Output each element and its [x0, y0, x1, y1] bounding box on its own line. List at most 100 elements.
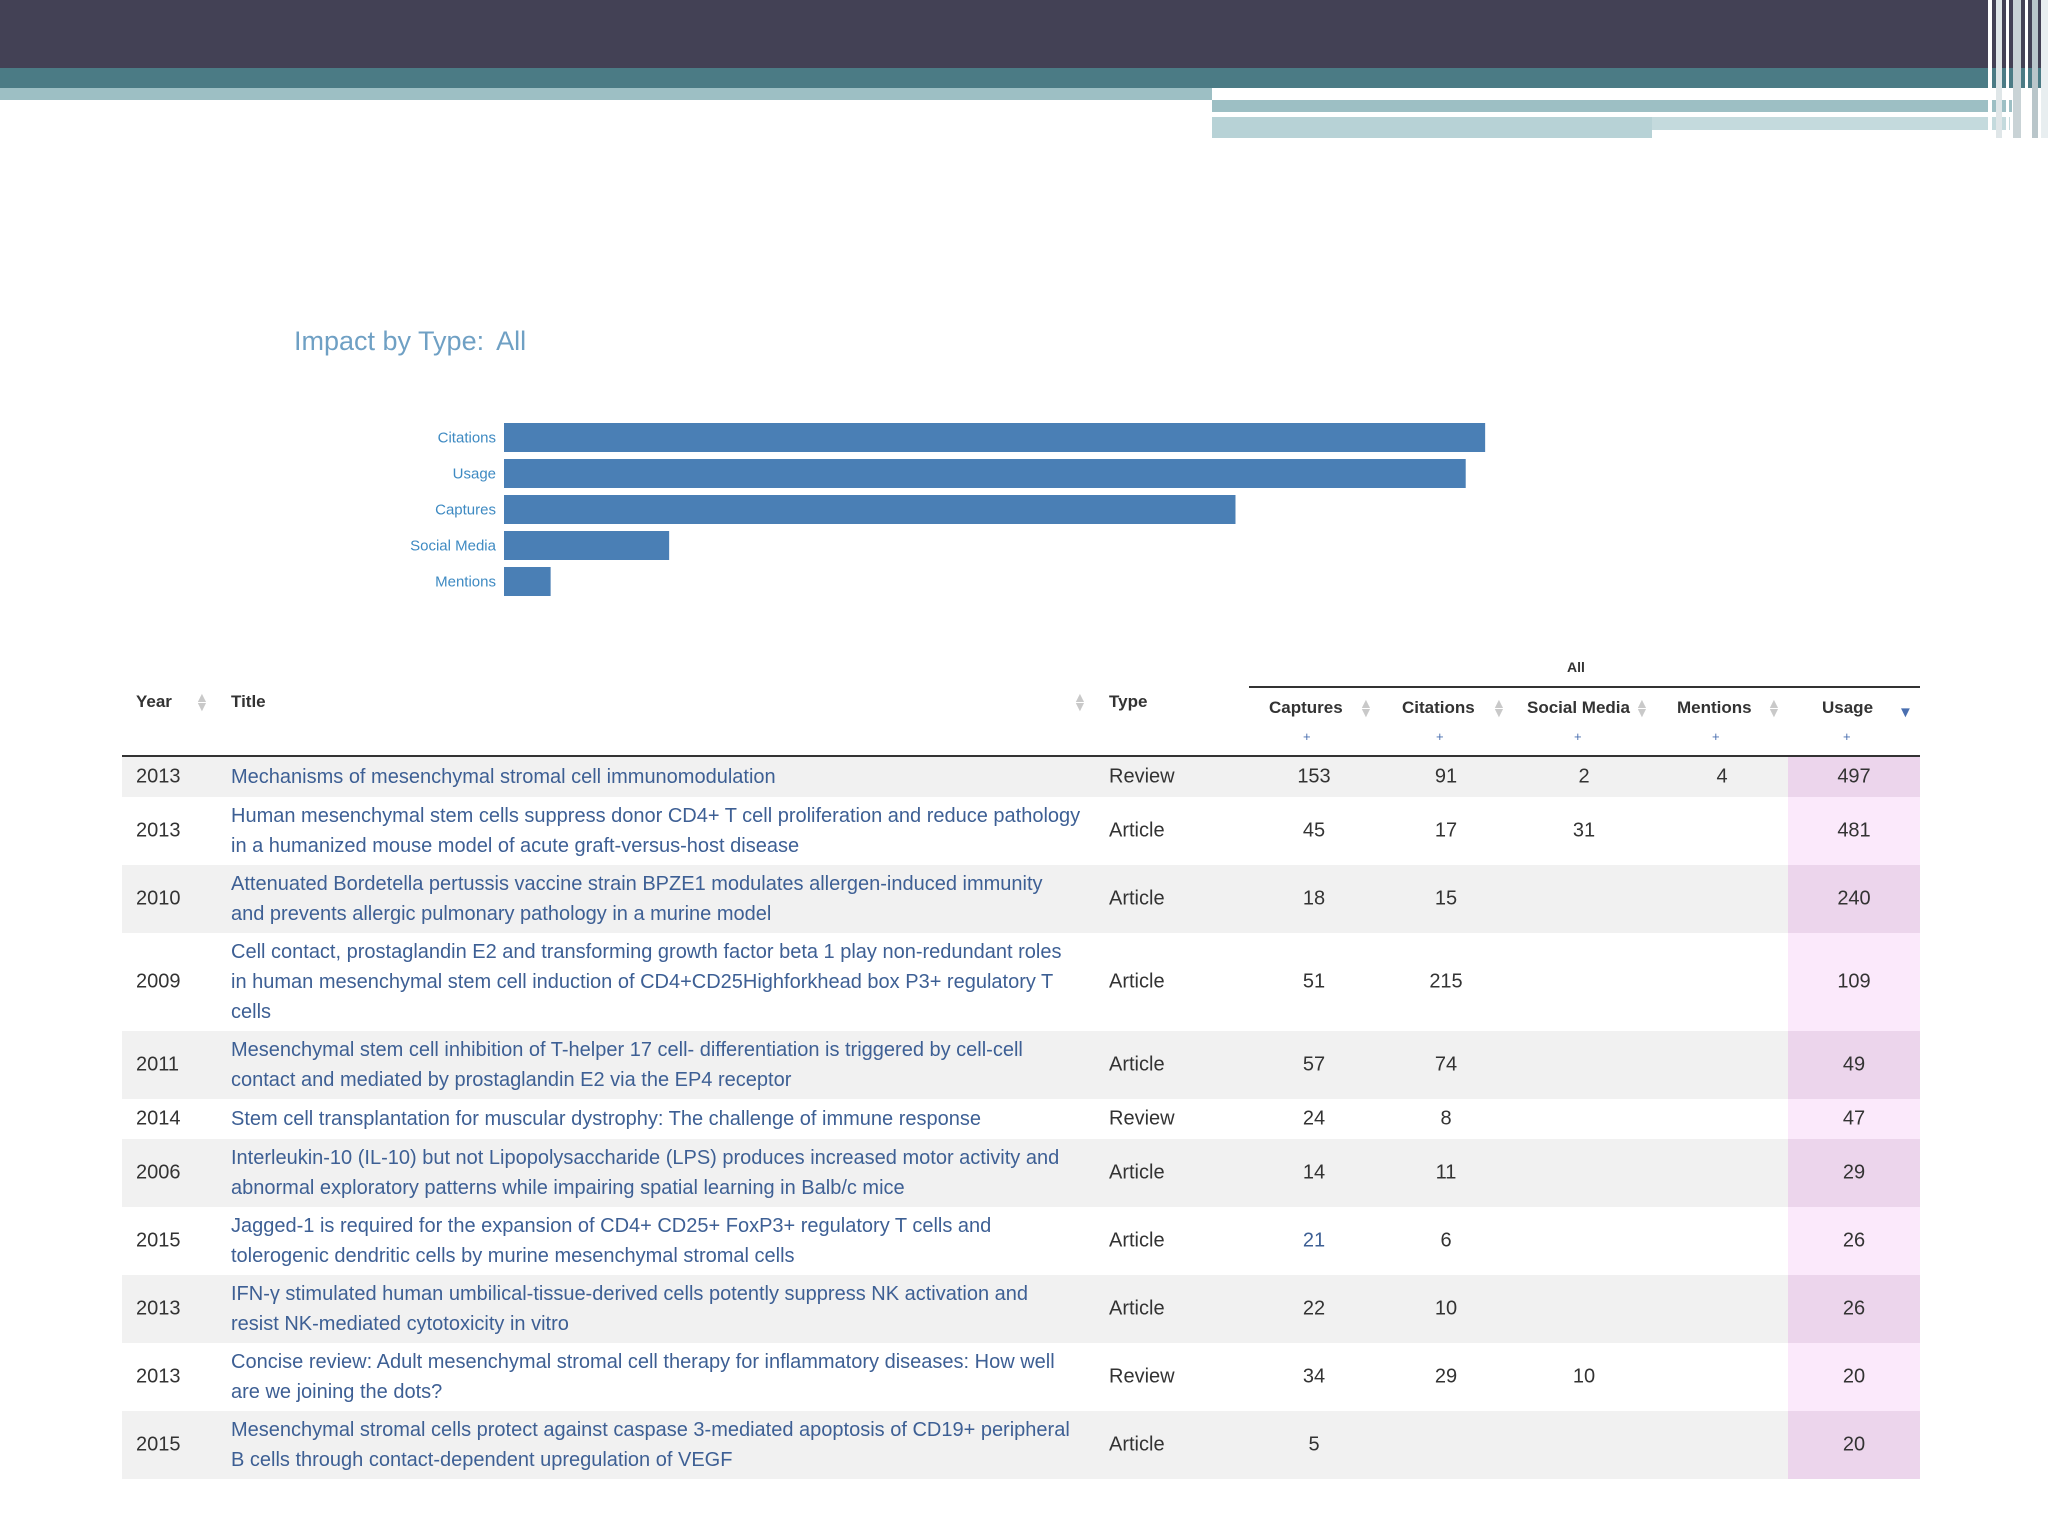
cell-citations: 74	[1434, 1053, 1458, 1076]
usage-highlight	[1788, 1343, 1920, 1411]
usage-highlight	[1788, 1411, 1920, 1479]
table-row: 2015 Jagged-1 is required for the expansi…	[122, 1207, 1920, 1275]
cell-title-link[interactable]: Concise review: Adult mesenchymal stroma…	[231, 1351, 1055, 1403]
cell-title-link[interactable]: Human mesenchymal stem cells suppress do…	[231, 805, 1081, 857]
expand-captures-icon[interactable]: +	[1303, 729, 1311, 744]
usage-highlight	[1788, 933, 1920, 1031]
impact-filter-all[interactable]: All	[496, 326, 527, 356]
header-stripe	[2013, 0, 2021, 138]
cell-title-link[interactable]: Mesenchymal stem cell inhibition of T-he…	[231, 1039, 1023, 1091]
column-header-citations[interactable]: Citations	[1402, 698, 1475, 717]
cell-title-link[interactable]: Jagged-1 is required for the expansion o…	[231, 1215, 992, 1267]
cell-year: 2013	[136, 819, 181, 842]
cell-title-link[interactable]: Cell contact, prostaglandin E2 and trans…	[231, 941, 1062, 1023]
bar-label-captures: Captures	[435, 502, 496, 519]
cell-citations: 10	[1434, 1297, 1458, 1320]
cell-captures: 153	[1297, 765, 1331, 788]
sort-captures-icon[interactable]: ▲ ▼	[1359, 696, 1373, 720]
sort-asc-icon: ▲	[1635, 695, 1649, 711]
cell-year: 2013	[136, 1297, 181, 1320]
usage-highlight	[1788, 1207, 1920, 1275]
cell-captures: 51	[1302, 970, 1326, 993]
bar-social-media[interactable]	[504, 531, 670, 560]
usage-highlight	[1788, 1139, 1920, 1207]
column-header-usage[interactable]: Usage	[1822, 698, 1874, 717]
column-header-captures[interactable]: Captures	[1269, 698, 1343, 717]
cell-type: Review	[1109, 1107, 1175, 1130]
cell-year: 2013	[136, 1365, 181, 1388]
cell-usage: 240	[1837, 887, 1871, 910]
expand-mentions-icon[interactable]: +	[1712, 729, 1720, 744]
column-header-title[interactable]: Title	[231, 692, 266, 711]
table-row: 2010 Attenuated Bordetella pertussis vacc…	[122, 865, 1920, 933]
cell-citations: 15	[1434, 887, 1458, 910]
cell-type: Article	[1109, 819, 1165, 842]
cell-captures: 5	[1308, 1433, 1320, 1456]
sort-descending-icon[interactable]: ▼	[1898, 704, 1913, 721]
sort-social-media-icon[interactable]: ▲ ▼	[1635, 695, 1649, 720]
cell-title-link[interactable]: Attenuated Bordetella pertussis vaccine …	[231, 873, 1043, 925]
sort-desc-icon: ▼	[1359, 704, 1373, 720]
cell-usage: 481	[1837, 819, 1871, 842]
sort-citations-icon[interactable]: ▲ ▼	[1492, 696, 1506, 719]
header-band-pale	[1652, 117, 2010, 130]
column-header-mentions[interactable]: Mentions	[1677, 698, 1752, 717]
bar-label-usage: Usage	[453, 466, 496, 483]
header-stripe	[2041, 0, 2048, 138]
cell-usage: 20	[1842, 1365, 1866, 1388]
cell-type: Article	[1109, 887, 1165, 910]
header-stripe	[1988, 0, 1992, 138]
cell-year: 2010	[136, 887, 181, 910]
sort-asc-icon: ▲	[1767, 695, 1781, 711]
expand-citations-icon[interactable]: +	[1436, 729, 1444, 744]
sort-desc-icon: ▼	[1073, 698, 1087, 714]
sort-title-icon[interactable]: ▲ ▼	[1073, 690, 1087, 714]
cell-type: Article	[1109, 1297, 1165, 1320]
usage-highlight	[1788, 1031, 1920, 1099]
bar-captures[interactable]	[504, 495, 1236, 524]
table-row: 2013 IFN-γ stimulated human umbilical-tis…	[122, 1275, 1920, 1343]
cell-title-link[interactable]: IFN-γ stimulated human umbilical-tissue-…	[231, 1283, 1029, 1335]
cell-title-link[interactable]: Mechanisms of mesenchymal stromal cell i…	[231, 766, 776, 788]
cell-citations: 91	[1434, 765, 1458, 788]
column-header-type[interactable]: Type	[1109, 692, 1148, 711]
sort-mentions-icon[interactable]: ▲ ▼	[1767, 695, 1781, 719]
sort-desc-icon: ▼	[1635, 704, 1649, 720]
header-band-light	[0, 88, 1212, 100]
cell-captures: 57	[1302, 1053, 1326, 1076]
cell-usage: 26	[1842, 1297, 1866, 1320]
cell-captures[interactable]: 21	[1302, 1229, 1326, 1252]
cell-captures: 18	[1302, 887, 1326, 910]
bar-label-citations: Citations	[438, 430, 496, 447]
expand-social-media-icon[interactable]: +	[1574, 729, 1582, 744]
cell-title-link[interactable]: Stem cell transplantation for muscular d…	[231, 1108, 982, 1130]
cell-type: Article	[1109, 1229, 1165, 1252]
cell-citations: 11	[1435, 1161, 1457, 1184]
cell-type: Article	[1109, 1161, 1165, 1184]
cell-citations: 215	[1429, 970, 1463, 993]
cell-captures: 45	[1302, 819, 1326, 842]
cell-captures: 34	[1302, 1365, 1326, 1388]
column-header-year[interactable]: Year	[136, 692, 172, 711]
table-row: 2013 Concise review: Adult mesenchymal st…	[122, 1343, 1920, 1411]
column-header-social-media[interactable]: Social Media	[1527, 698, 1630, 717]
table-row: 2009 Cell contact, prostaglandin E2 and t…	[122, 933, 1920, 1031]
bar-citations[interactable]	[504, 423, 1486, 452]
bar-usage[interactable]	[504, 459, 1466, 488]
header-band-light	[1212, 100, 2012, 112]
cell-type: Article	[1109, 1433, 1165, 1456]
sort-asc-icon: ▲	[195, 689, 209, 705]
sort-year-icon[interactable]: ▲ ▼	[195, 689, 209, 713]
group-header-all: All	[1567, 659, 1585, 675]
cell-title-link[interactable]: Mesenchymal stromal cells protect agains…	[231, 1419, 1070, 1471]
cell-citations: 29	[1434, 1365, 1458, 1388]
cell-type: Article	[1109, 1053, 1165, 1076]
bar-mentions[interactable]	[504, 567, 551, 596]
expand-usage-icon[interactable]: +	[1843, 729, 1851, 744]
cell-title-link[interactable]: Interleukin-10 (IL-10) but not Lipopolys…	[231, 1147, 1060, 1199]
cell-captures: 24	[1302, 1107, 1326, 1130]
bar-label-social-media: Social Media	[410, 538, 497, 555]
cell-usage: 47	[1842, 1107, 1866, 1130]
impact-title: Impact by Type:	[294, 326, 485, 356]
table-row: 2013 Mechanisms of mesenchymal stromal ce…	[122, 757, 1920, 797]
